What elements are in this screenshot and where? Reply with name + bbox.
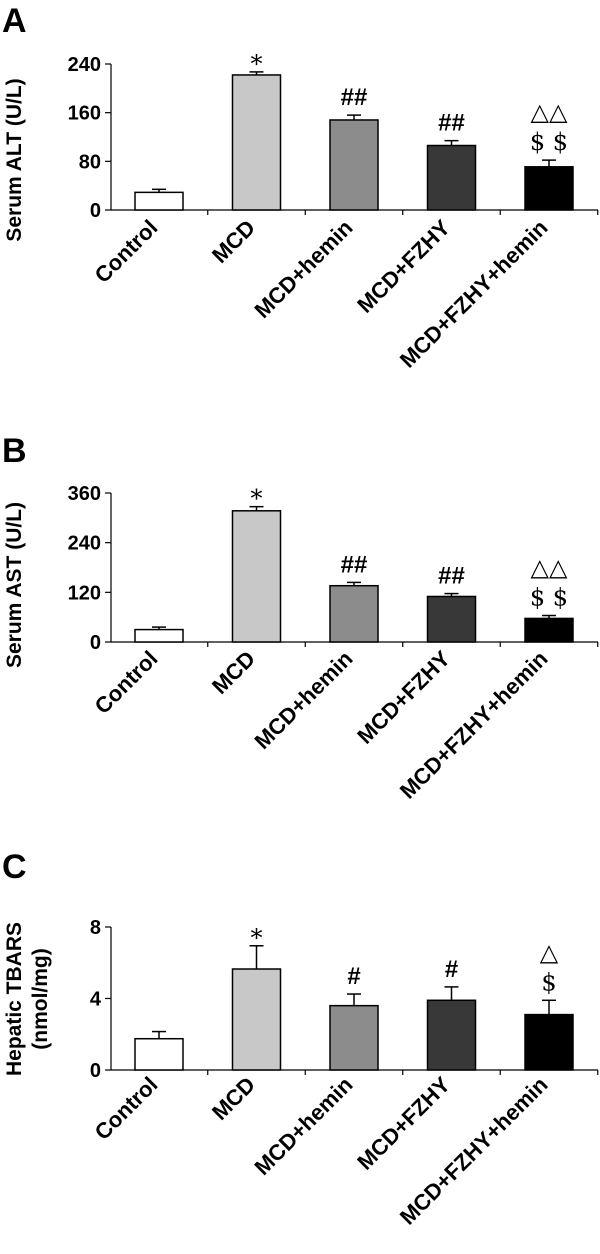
y-tick-label: 240 — [68, 54, 101, 76]
significance-label: ## — [341, 84, 368, 111]
x-tick-label: MCD — [207, 646, 260, 699]
y-axis-label: Serum AST (U/L) — [3, 502, 26, 668]
bar — [329, 584, 379, 643]
y-tick-label: 120 — [68, 582, 101, 604]
panel-b: B Serum AST (U/L) 0 120 240 360 Control * MCD #… — [2, 432, 599, 804]
bar — [231, 74, 282, 211]
y-axis-label-units: (nmol/mg) — [29, 948, 52, 1049]
x-tick-label: MCD — [207, 215, 260, 268]
bar — [426, 144, 477, 211]
x-tick-label: Control — [90, 215, 163, 288]
x-tick-label: MCD+FZHY — [352, 1072, 455, 1175]
y-tick-label: 240 — [68, 533, 101, 555]
bar — [231, 510, 282, 643]
y-tick-label: 360 — [68, 483, 101, 505]
x-tick-label: Control — [90, 1072, 163, 1145]
x-tick-label: MCD+hemin — [250, 215, 358, 323]
significance-label: * — [251, 924, 263, 952]
y-axis-label: Serum ALT (U/L) — [3, 78, 26, 241]
bar — [134, 628, 184, 643]
panel-letter: A — [2, 2, 27, 40]
x-tick-label: MCD+FZHY — [352, 215, 455, 318]
panel-a: A Serum ALT (U/L) 0 80 160 240 Control * MCD ##… — [2, 2, 599, 373]
significance-label: ## — [341, 551, 368, 578]
significance-label: △△ — [531, 98, 568, 126]
significance-label: * — [251, 485, 263, 513]
bar — [426, 999, 477, 1071]
significance-label: # — [347, 963, 360, 990]
bar — [329, 119, 379, 211]
significance-label: △△ — [531, 554, 568, 582]
significance-label: ## — [438, 563, 465, 590]
y-tick-label: 160 — [68, 103, 101, 125]
y-tick-label: 8 — [90, 917, 101, 939]
y-tick-label: 80 — [79, 151, 101, 173]
y-tick-label: 0 — [90, 632, 101, 654]
panel-letter: C — [2, 848, 27, 886]
x-tick-label: MCD+hemin — [250, 1072, 358, 1180]
y-tick-label: 4 — [90, 989, 102, 1011]
significance-label: △ — [540, 938, 559, 966]
x-tick-label: MCD — [207, 1072, 260, 1125]
panel-letter: B — [2, 432, 27, 470]
bar — [524, 166, 574, 211]
significance-label: * — [251, 50, 263, 78]
bar — [134, 191, 184, 211]
y-axis-label: Hepatic TBARS — [3, 922, 26, 1076]
panel-c: C Hepatic TBARS (nmol/mg) 0 4 8 Control * MCD… — [2, 848, 599, 1230]
significance-label: $ $ — [530, 584, 568, 612]
bar — [426, 595, 477, 643]
x-tick-label: MCD+hemin — [250, 646, 358, 754]
x-tick-label: MCD+FZHY — [352, 646, 455, 749]
y-tick-label: 0 — [90, 200, 101, 222]
y-tick-label: 0 — [90, 1060, 101, 1082]
significance-label: $ $ — [530, 128, 568, 156]
bar — [231, 968, 282, 1071]
bar — [524, 617, 574, 643]
significance-label: # — [445, 956, 458, 983]
bar — [134, 1037, 184, 1071]
significance-label: $ — [541, 968, 556, 996]
bar — [329, 1004, 379, 1071]
bar — [524, 1013, 574, 1071]
x-tick-label: Control — [90, 646, 163, 719]
significance-label: ## — [438, 110, 465, 137]
